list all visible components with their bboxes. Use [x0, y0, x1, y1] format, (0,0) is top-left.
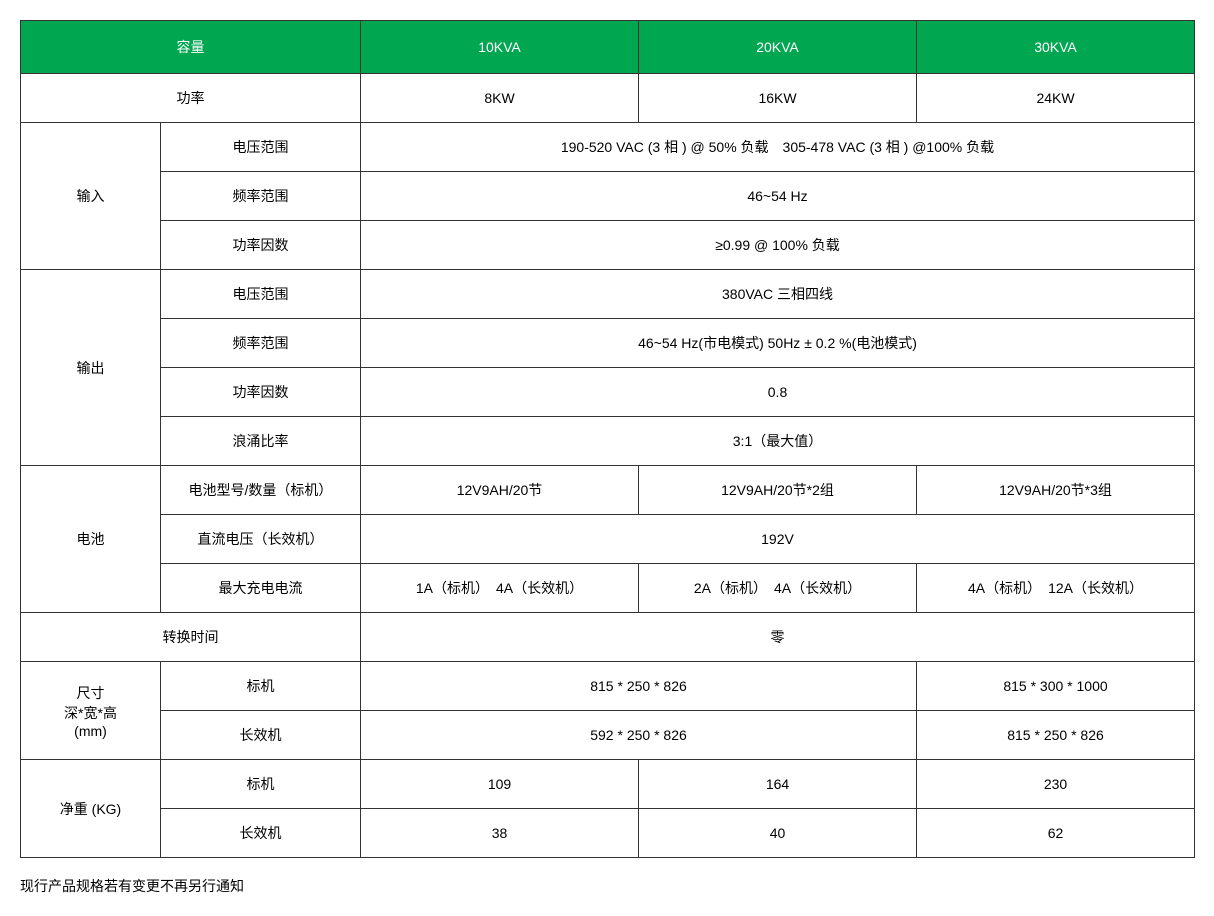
power-v1: 8KW: [361, 74, 639, 123]
weight-std-v2: 164: [639, 760, 917, 809]
power-v2: 16KW: [639, 74, 917, 123]
row-battery-model: 电池 电池型号/数量（标机） 12V9AH/20节 12V9AH/20节*2组 …: [21, 466, 1195, 515]
label-battery-dc: 直流电压（长效机）: [161, 515, 361, 564]
row-dim-long: 长效机 592 * 250 * 826 815 * 250 * 826: [21, 711, 1195, 760]
label-weight: 净重 (KG): [21, 760, 161, 858]
row-dim-std: 尺寸 深*宽*高 (mm) 标机 815 * 250 * 826 815 * 3…: [21, 662, 1195, 711]
output-pf-value: 0.8: [361, 368, 1195, 417]
footnote: 现行产品规格若有变更不再另行通知: [20, 876, 1194, 896]
dim-long-v12: 592 * 250 * 826: [361, 711, 917, 760]
row-output-voltage: 输出 电压范围 380VAC 三相四线: [21, 270, 1195, 319]
label-dim-std: 标机: [161, 662, 361, 711]
row-input-pf: 功率因数 ≥0.99 @ 100% 负载: [21, 221, 1195, 270]
row-output-surge: 浪涌比率 3:1（最大值）: [21, 417, 1195, 466]
battery-dc-value: 192V: [361, 515, 1195, 564]
row-battery-dc: 直流电压（长效机） 192V: [21, 515, 1195, 564]
row-input-freq: 频率范围 46~54 Hz: [21, 172, 1195, 221]
label-input-freq: 频率范围: [161, 172, 361, 221]
dim-line2: 深*宽*高: [64, 705, 117, 721]
label-dimensions: 尺寸 深*宽*高 (mm): [21, 662, 161, 760]
header-row: 容量 10KVA 20KVA 30KVA: [21, 21, 1195, 74]
row-weight-std: 净重 (KG) 标机 109 164 230: [21, 760, 1195, 809]
label-dim-long: 长效机: [161, 711, 361, 760]
dim-std-v12: 815 * 250 * 826: [361, 662, 917, 711]
row-input-voltage: 输入 电压范围 190-520 VAC (3 相 ) @ 50% 负载 305-…: [21, 123, 1195, 172]
weight-std-v3: 230: [917, 760, 1195, 809]
label-output-freq: 频率范围: [161, 319, 361, 368]
row-transfer-time: 转换时间 零: [21, 613, 1195, 662]
header-model2: 20KVA: [639, 21, 917, 74]
label-transfer: 转换时间: [21, 613, 361, 662]
label-weight-long: 长效机: [161, 809, 361, 858]
dim-std-v3: 815 * 300 * 1000: [917, 662, 1195, 711]
weight-std-v1: 109: [361, 760, 639, 809]
label-output-voltage: 电压范围: [161, 270, 361, 319]
label-input-pf: 功率因数: [161, 221, 361, 270]
input-voltage-value: 190-520 VAC (3 相 ) @ 50% 负载 305-478 VAC …: [361, 123, 1195, 172]
dim-line3: (mm): [74, 723, 107, 739]
row-power: 功率 8KW 16KW 24KW: [21, 74, 1195, 123]
output-surge-value: 3:1（最大值）: [361, 417, 1195, 466]
dim-long-v3: 815 * 250 * 826: [917, 711, 1195, 760]
row-weight-long: 长效机 38 40 62: [21, 809, 1195, 858]
dim-line1: 尺寸: [77, 685, 105, 701]
label-output: 输出: [21, 270, 161, 466]
output-freq-value: 46~54 Hz(市电模式) 50Hz ± 0.2 %(电池模式): [361, 319, 1195, 368]
battery-charge-v3: 4A（标机） 12A（长效机）: [917, 564, 1195, 613]
header-capacity: 容量: [21, 21, 361, 74]
header-model3: 30KVA: [917, 21, 1195, 74]
input-pf-value: ≥0.99 @ 100% 负载: [361, 221, 1195, 270]
battery-model-v2: 12V9AH/20节*2组: [639, 466, 917, 515]
battery-charge-v2: 2A（标机） 4A（长效机）: [639, 564, 917, 613]
spec-table: 容量 10KVA 20KVA 30KVA 功率 8KW 16KW 24KW 输入…: [20, 20, 1195, 858]
label-power: 功率: [21, 74, 361, 123]
header-model1: 10KVA: [361, 21, 639, 74]
row-battery-charge: 最大充电电流 1A（标机） 4A（长效机） 2A（标机） 4A（长效机） 4A（…: [21, 564, 1195, 613]
label-input-voltage: 电压范围: [161, 123, 361, 172]
row-output-pf: 功率因数 0.8: [21, 368, 1195, 417]
battery-model-v3: 12V9AH/20节*3组: [917, 466, 1195, 515]
weight-long-v2: 40: [639, 809, 917, 858]
weight-long-v1: 38: [361, 809, 639, 858]
label-output-surge: 浪涌比率: [161, 417, 361, 466]
battery-model-v1: 12V9AH/20节: [361, 466, 639, 515]
battery-charge-v1: 1A（标机） 4A（长效机）: [361, 564, 639, 613]
label-input: 输入: [21, 123, 161, 270]
transfer-value: 零: [361, 613, 1195, 662]
weight-long-v3: 62: [917, 809, 1195, 858]
label-battery-model: 电池型号/数量（标机）: [161, 466, 361, 515]
row-output-freq: 频率范围 46~54 Hz(市电模式) 50Hz ± 0.2 %(电池模式): [21, 319, 1195, 368]
label-output-pf: 功率因数: [161, 368, 361, 417]
label-battery: 电池: [21, 466, 161, 613]
label-battery-charge: 最大充电电流: [161, 564, 361, 613]
output-voltage-value: 380VAC 三相四线: [361, 270, 1195, 319]
power-v3: 24KW: [917, 74, 1195, 123]
label-weight-std: 标机: [161, 760, 361, 809]
input-freq-value: 46~54 Hz: [361, 172, 1195, 221]
